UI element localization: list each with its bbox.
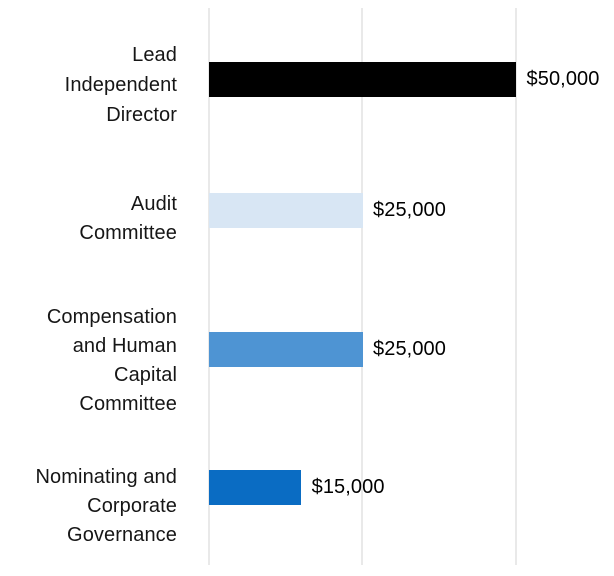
category-label: Lead Independent Director [64, 44, 177, 126]
bar [209, 62, 516, 97]
value-label: $15,000 [311, 476, 385, 498]
bar [209, 332, 363, 367]
value-label: $25,000 [373, 338, 446, 360]
value-label: $50,000 [526, 68, 600, 90]
gridline [514, 8, 517, 565]
category-label: Nominating and Corporate Governance [35, 466, 177, 546]
value-label: $25,000 [373, 199, 446, 221]
bar [209, 193, 363, 228]
gridline [207, 8, 210, 565]
bar [209, 470, 302, 505]
category-label: Audit Committee [79, 193, 177, 244]
gridline [361, 8, 363, 565]
category-label: Compensation and Human Capital Committee [46, 306, 177, 415]
